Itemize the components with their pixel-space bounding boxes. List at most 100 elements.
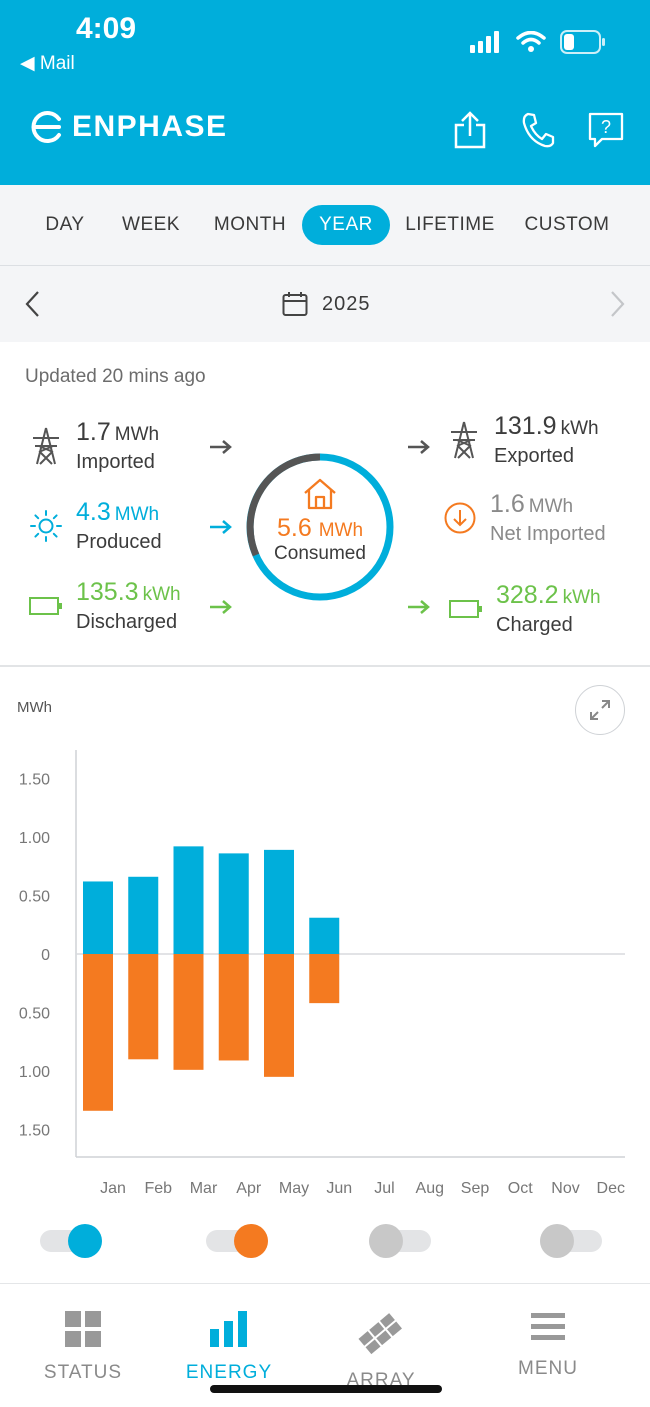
x-tick-label: Jun bbox=[326, 1180, 352, 1197]
x-tick-label: Mar bbox=[190, 1180, 218, 1197]
x-tick-label: Aug bbox=[416, 1180, 444, 1197]
produced-series-toggle[interactable] bbox=[40, 1222, 104, 1260]
produced-unit: MWh bbox=[114, 504, 160, 525]
x-tick-label: Dec bbox=[597, 1180, 625, 1197]
app-header: 4:09 ◀ Mail ENPHASE bbox=[0, 0, 650, 185]
nav-menu-label: MENU bbox=[518, 1358, 578, 1379]
third-series-toggle[interactable] bbox=[369, 1222, 433, 1260]
energy-bar-chart: 1.50 1.00 0.50 0 0.50 1.00 1.50 Jan Feb Mar Apr May… bbox=[19, 750, 625, 1197]
back-triangle-icon: ◀ bbox=[20, 53, 35, 74]
consumption-ring bbox=[246, 453, 394, 601]
chevron-left-icon bbox=[25, 291, 39, 317]
consumed-series-toggle[interactable] bbox=[206, 1222, 270, 1260]
tab-year[interactable]: YEAR bbox=[302, 205, 390, 245]
exported-unit: kWh bbox=[560, 418, 599, 439]
y-tick-label: 1.00 bbox=[19, 1064, 50, 1081]
next-period-button[interactable] bbox=[608, 290, 626, 323]
tab-custom[interactable]: CUSTOM bbox=[524, 214, 610, 235]
call-button[interactable] bbox=[520, 110, 556, 150]
consumed-summary: 5.6 MWh Consumed bbox=[245, 472, 395, 565]
produced-bar bbox=[128, 876, 159, 954]
date-picker-button[interactable]: 2025 bbox=[282, 291, 371, 317]
imported-unit: MWh bbox=[114, 424, 160, 445]
toggle-knob bbox=[369, 1224, 403, 1258]
charged-metric: 328.2 kWh Charged bbox=[446, 581, 601, 638]
y-tick-label: 0 bbox=[41, 947, 50, 964]
toggle-knob bbox=[234, 1224, 268, 1258]
produced-bar bbox=[83, 881, 113, 954]
hamburger-icon bbox=[531, 1313, 565, 1340]
discharged-label: Discharged bbox=[76, 611, 178, 633]
nav-status-label: STATUS bbox=[43, 1362, 123, 1383]
nav-energy[interactable]: ENERGY bbox=[169, 1311, 289, 1384]
net-imported-label: Net Imported bbox=[490, 523, 606, 545]
produced-label: Produced bbox=[76, 531, 162, 553]
solar-array-icon bbox=[358, 1313, 402, 1355]
back-to-mail-link[interactable]: ◀ Mail bbox=[20, 52, 75, 75]
calendar-icon bbox=[282, 292, 308, 316]
bar-chart-icon bbox=[210, 1311, 247, 1347]
consumed-unit: MWh bbox=[318, 520, 364, 541]
nav-status[interactable]: STATUS bbox=[23, 1311, 143, 1384]
status-icons bbox=[470, 30, 606, 54]
previous-period-button[interactable] bbox=[24, 290, 42, 323]
imported-label: Imported bbox=[76, 451, 155, 473]
back-label: Mail bbox=[39, 53, 75, 74]
enphase-logo: ENPHASE bbox=[30, 110, 228, 144]
consumed-value: 5.6 bbox=[276, 514, 312, 542]
y-tick-label: 1.50 bbox=[19, 1123, 50, 1140]
produced-value: 4.3 bbox=[76, 498, 111, 526]
house-icon bbox=[304, 478, 336, 510]
y-tick-label: 0.50 bbox=[19, 1006, 50, 1023]
grid-tower-export-icon bbox=[444, 420, 484, 460]
selected-year: 2025 bbox=[322, 292, 371, 315]
cellular-signal-icon bbox=[470, 31, 499, 53]
discharged-value: 135.3 bbox=[76, 578, 139, 606]
produced-bar bbox=[173, 846, 204, 954]
produced-bar bbox=[218, 853, 249, 954]
y-tick-label: 0.50 bbox=[19, 889, 50, 906]
x-tick-label: Jan bbox=[100, 1180, 126, 1197]
y-tick-label: 1.50 bbox=[19, 772, 50, 789]
consumed-bar bbox=[83, 954, 113, 1111]
share-button[interactable] bbox=[452, 110, 488, 150]
consumed-label: Consumed bbox=[274, 543, 366, 564]
discharged-unit: kWh bbox=[142, 584, 181, 605]
consumed-bar bbox=[218, 954, 249, 1061]
tab-month[interactable]: MONTH bbox=[213, 214, 287, 235]
x-tick-label: May bbox=[279, 1180, 309, 1197]
home-indicator bbox=[210, 1385, 442, 1393]
tab-week[interactable]: WEEK bbox=[122, 214, 180, 235]
period-tabs: DAY WEEK MONTH YEAR LIFETIME CUSTOM bbox=[0, 185, 650, 266]
grid-tower-icon bbox=[26, 426, 66, 466]
nav-menu[interactable]: MENU bbox=[488, 1311, 608, 1380]
chevron-right-icon bbox=[611, 291, 625, 317]
updated-timestamp: Updated 20 mins ago bbox=[25, 366, 206, 387]
imported-arrow-icon bbox=[210, 440, 232, 454]
consumed-bar bbox=[264, 954, 294, 1077]
x-tick-label: Feb bbox=[144, 1180, 172, 1197]
exported-value: 131.9 bbox=[494, 412, 557, 440]
battery-charge-icon bbox=[446, 589, 486, 629]
expand-chart-button[interactable] bbox=[575, 685, 625, 735]
charged-arrow-icon bbox=[408, 600, 430, 614]
help-button[interactable]: ? bbox=[588, 110, 624, 150]
produced-bar bbox=[264, 849, 294, 954]
charged-value: 328.2 bbox=[496, 581, 559, 609]
consumed-bar bbox=[309, 954, 340, 1004]
chart-y-unit: MWh bbox=[17, 699, 52, 716]
enphase-logo-icon bbox=[31, 111, 61, 143]
tab-day[interactable]: DAY bbox=[45, 214, 85, 235]
tab-lifetime[interactable]: LIFETIME bbox=[405, 214, 495, 235]
produced-metric: 4.3 MWh Produced bbox=[26, 498, 162, 555]
wifi-icon bbox=[516, 31, 546, 52]
nav-array[interactable]: ARRAY bbox=[321, 1311, 441, 1392]
battery-icon bbox=[560, 30, 605, 54]
net-imported-metric: 1.6 MWh Net Imported bbox=[440, 490, 606, 547]
date-navigator: 2025 bbox=[0, 266, 650, 342]
fourth-series-toggle[interactable] bbox=[540, 1222, 604, 1260]
net-imported-value: 1.6 bbox=[490, 490, 525, 518]
imported-metric: 1.7 MWh Imported bbox=[26, 418, 159, 475]
exported-metric: 131.9 kWh Exported bbox=[444, 412, 599, 469]
toggle-knob bbox=[540, 1224, 574, 1258]
